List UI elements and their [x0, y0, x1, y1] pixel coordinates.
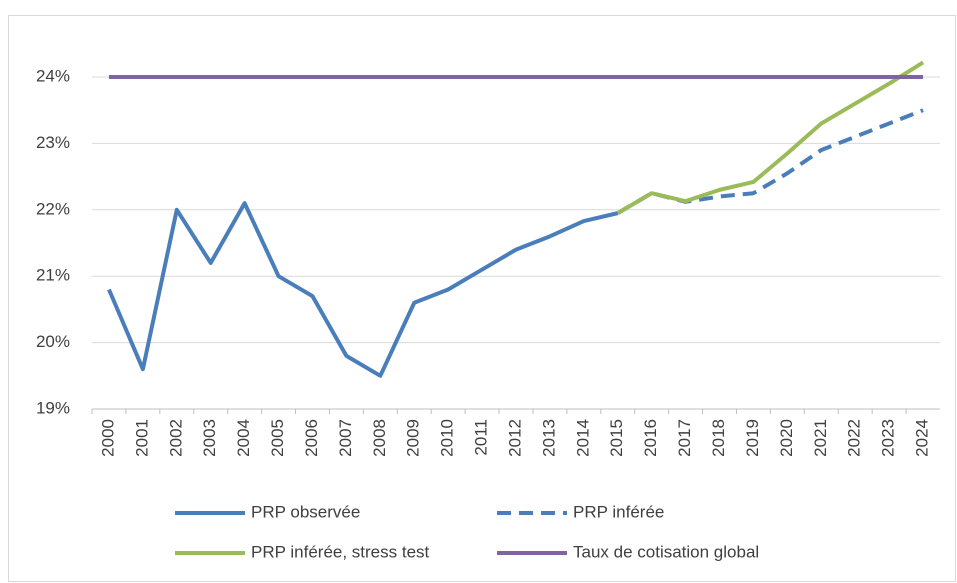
x-tick-label: 2014 — [573, 419, 592, 457]
x-tick-label: 2020 — [777, 419, 796, 457]
x-tick-label: 2015 — [607, 419, 626, 457]
line-series — [107, 201, 619, 378]
x-tick-label: 2004 — [234, 419, 253, 457]
x-tick-label: 2011 — [472, 419, 491, 456]
chart-frame — [8, 15, 956, 582]
y-tick-label: 23% — [36, 133, 70, 152]
y-tick-label: 22% — [36, 199, 70, 218]
x-tick-label: 2018 — [709, 419, 728, 457]
x-tick-label: 2003 — [200, 419, 219, 457]
x-tick-label: 2005 — [268, 419, 287, 457]
legend-label: PRP observée — [251, 502, 360, 521]
x-tick-label: 2013 — [539, 419, 558, 457]
x-tick-label: 2019 — [743, 419, 762, 457]
y-tick-label: 20% — [36, 332, 70, 351]
x-tick-label: 2010 — [438, 419, 457, 457]
x-tick-label: 2012 — [505, 419, 524, 457]
x-tick-label: 2001 — [132, 419, 151, 457]
x-tick-label: 2009 — [404, 419, 423, 457]
x-tick-label: 2016 — [641, 419, 660, 457]
x-tick-label: 2002 — [166, 419, 185, 457]
x-tick-label: 2006 — [302, 419, 321, 457]
y-tick-label: 24% — [36, 66, 70, 85]
x-tick-label: 2008 — [370, 419, 389, 457]
x-tick-label: 2023 — [879, 419, 898, 457]
x-tick-label: 2017 — [675, 419, 694, 457]
line-series — [616, 60, 925, 215]
legend-label: Taux de cotisation global — [573, 542, 759, 561]
x-tick-label: 2024 — [913, 419, 932, 457]
y-tick-label: 21% — [36, 266, 70, 285]
legend-label: PRP inférée, stress test — [251, 542, 430, 561]
legend-label: PRP inférée — [573, 502, 664, 521]
x-tick-label: 2022 — [845, 419, 864, 457]
x-tick-label: 2021 — [811, 419, 830, 457]
x-tick-label: 2000 — [98, 419, 117, 457]
y-tick-label: 19% — [36, 398, 70, 417]
x-tick-label: 2007 — [336, 419, 355, 457]
